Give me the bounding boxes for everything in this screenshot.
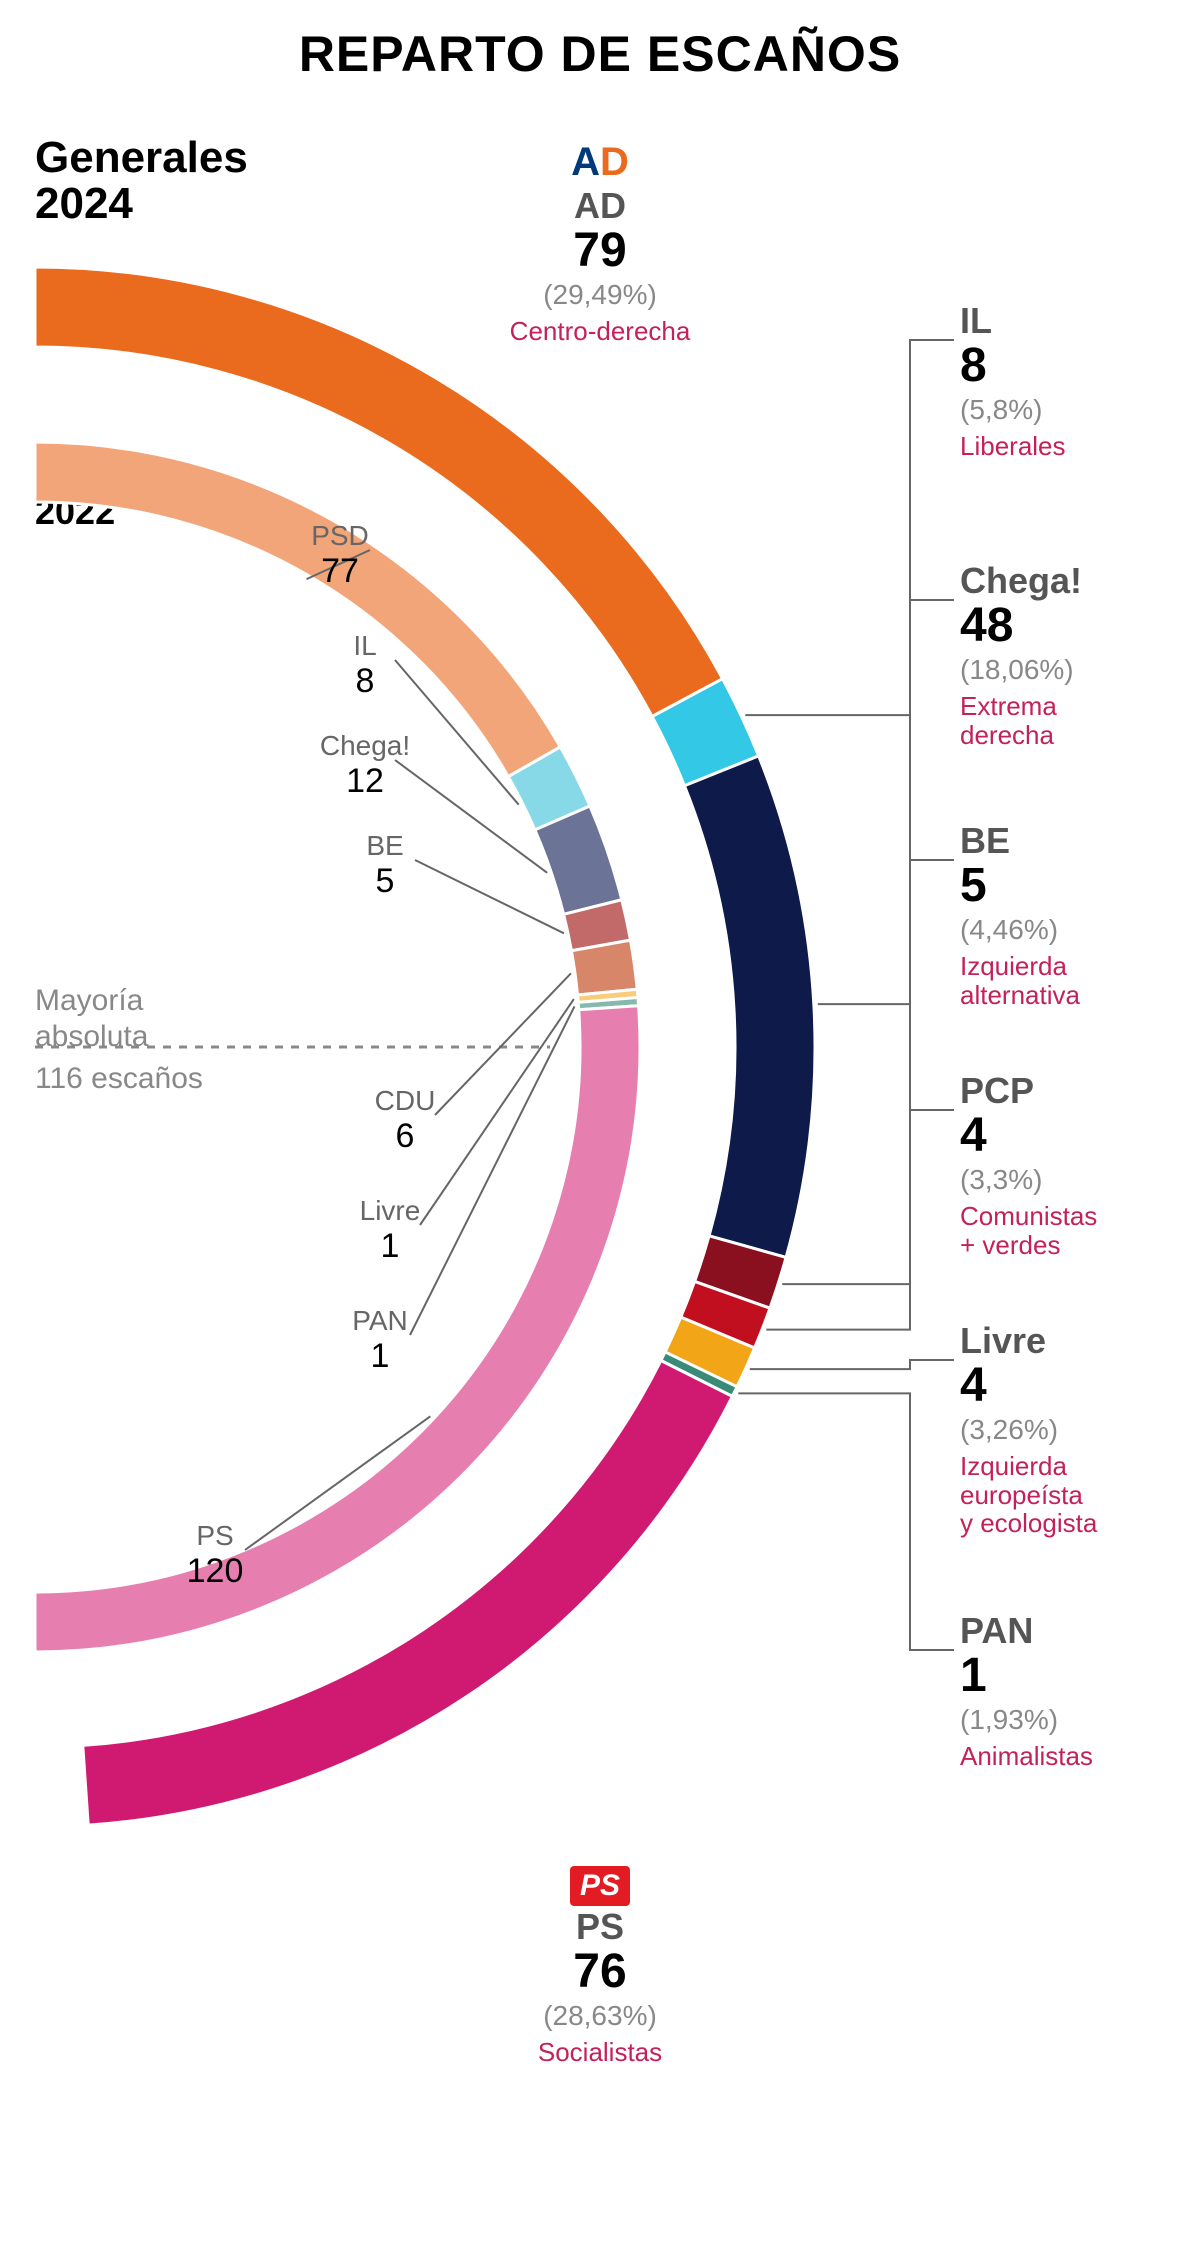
party-pct: (18,06%) <box>960 654 1180 686</box>
party-name: BE <box>315 830 455 862</box>
party-desc: Izquierdaalternativa <box>960 952 1180 1009</box>
party-seats: 4 <box>960 1112 1180 1160</box>
party-pct: (3,3%) <box>960 1164 1180 1196</box>
label-chega: Chega!48 (18,06%) Extremaderecha <box>960 560 1180 749</box>
party-seats: 77 <box>270 552 410 591</box>
party-desc: Centro-derecha <box>500 317 700 346</box>
party-seats: 1 <box>960 1652 1180 1700</box>
party-pct: (4,46%) <box>960 914 1180 946</box>
party-name: PS <box>500 1906 700 1948</box>
party-name: CDU <box>335 1085 475 1117</box>
inner-label-livre: Livre 1 <box>320 1195 460 1266</box>
party-seats: 5 <box>960 862 1180 910</box>
party-name: AD <box>500 185 700 227</box>
party-desc: Izquierdaeuropeístay ecologista <box>960 1452 1180 1538</box>
label-pcp: PCP4 (3,3%) Comunistas+ verdes <box>960 1070 1180 1259</box>
party-name: PSD <box>270 520 410 552</box>
label-ad: ADAD79(29,49%)Centro-derecha <box>500 140 700 346</box>
party-seats: 76 <box>500 1948 700 1996</box>
leader-line <box>738 1393 954 1650</box>
party-seats: 79 <box>500 227 700 275</box>
party-pct: (28,63%) <box>500 2000 700 2032</box>
label-pan: PAN1 (1,93%) Animalistas <box>960 1610 1180 1771</box>
party-pct: (1,93%) <box>960 1704 1180 1736</box>
leader-line <box>745 340 954 715</box>
party-desc: Liberales <box>960 432 1180 461</box>
party-name: IL <box>960 300 1180 342</box>
party-seats: 48 <box>960 602 1180 650</box>
party-desc: Comunistas+ verdes <box>960 1202 1180 1259</box>
party-pct: (3,26%) <box>960 1414 1180 1446</box>
party-seats: 8 <box>295 662 435 701</box>
party-name: Livre <box>320 1195 460 1227</box>
party-seats: 6 <box>335 1117 475 1156</box>
party-name: Chega! <box>295 730 435 762</box>
party-pct: (5,8%) <box>960 394 1180 426</box>
party-seats: 120 <box>145 1552 285 1591</box>
party-desc: Socialistas <box>500 2038 700 2067</box>
party-seats: 1 <box>320 1227 460 1266</box>
party-name: Livre <box>960 1320 1180 1362</box>
party-name: PAN <box>960 1610 1180 1652</box>
party-pct: (29,49%) <box>500 279 700 311</box>
label-be: BE5 (4,46%) Izquierdaalternativa <box>960 820 1180 1009</box>
seat-chart: REPARTO DE ESCAÑOS Generales2024 General… <box>0 0 1200 2246</box>
party-name: IL <box>295 630 435 662</box>
inner-label-ps: PS 120 <box>145 1520 285 1591</box>
party-name: PS <box>145 1520 285 1552</box>
label-ps: PSPS76(28,63%)Socialistas <box>500 1866 700 2067</box>
inner-label-pan: PAN 1 <box>310 1305 450 1376</box>
party-name: BE <box>960 820 1180 862</box>
party-name: PCP <box>960 1070 1180 1112</box>
inner-label-il: IL 8 <box>295 630 435 701</box>
arc-cdu <box>571 940 637 995</box>
party-name: PAN <box>310 1305 450 1337</box>
party-seats: 4 <box>960 1362 1180 1410</box>
party-seats: 12 <box>295 762 435 801</box>
leader-line <box>818 600 954 1004</box>
label-livre: Livre4 (3,26%) Izquierdaeuropeístay ecolog… <box>960 1320 1180 1538</box>
ad-logo-icon: AD <box>500 140 700 185</box>
party-seats: 8 <box>960 342 1180 390</box>
inner-label-be: BE 5 <box>315 830 455 901</box>
arc-chega <box>684 756 815 1258</box>
party-name: Chega! <box>960 560 1180 602</box>
party-seats: 5 <box>315 862 455 901</box>
party-seats: 1 <box>310 1337 450 1376</box>
party-desc: Animalistas <box>960 1742 1180 1771</box>
inner-label-cdu: CDU 6 <box>335 1085 475 1156</box>
party-desc: Extremaderecha <box>960 692 1180 749</box>
inner-label-psd: PSD 77 <box>270 520 410 591</box>
inner-label-chega: Chega! 12 <box>295 730 435 801</box>
ps-logo-icon: PS <box>500 1866 700 1906</box>
leader-line <box>750 1360 954 1369</box>
label-il: IL8 (5,8%) Liberales <box>960 300 1180 461</box>
